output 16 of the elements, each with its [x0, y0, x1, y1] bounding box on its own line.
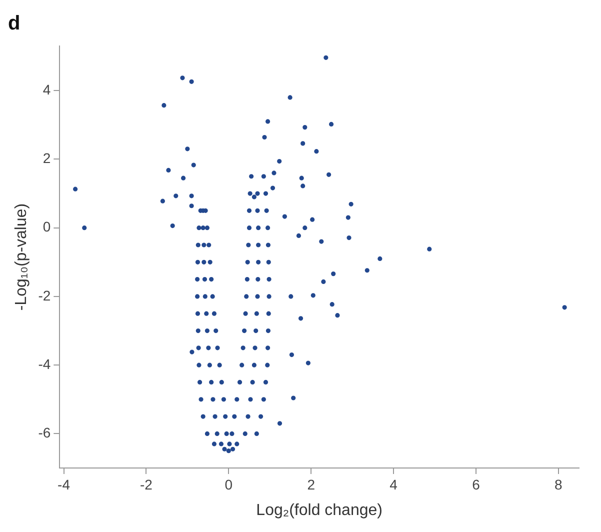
x-tick-label: -2 — [140, 476, 153, 492]
x-tick-label: -4 — [58, 476, 70, 492]
x-tick-label: 6 — [472, 476, 480, 492]
y-tick-label: -6 — [38, 424, 51, 441]
x-tick-label: 2 — [307, 476, 316, 492]
chart-title: d — [8, 12, 20, 35]
y-tick-label: 4 — [42, 81, 51, 98]
x-tick-label: 4 — [390, 476, 398, 492]
y-tick-label: 0 — [42, 218, 51, 235]
y-tick-label: 2 — [42, 150, 51, 166]
x-tick-label: 0 — [224, 476, 233, 492]
y-tick-label: -4 — [38, 356, 51, 372]
y-tick-label: -2 — [38, 287, 51, 304]
y-axis-title: -Log₁₀(p-value) — [13, 203, 30, 311]
x-tick-label: 8 — [554, 476, 562, 492]
x-axis-title: Log₂(fold change) — [256, 502, 382, 519]
